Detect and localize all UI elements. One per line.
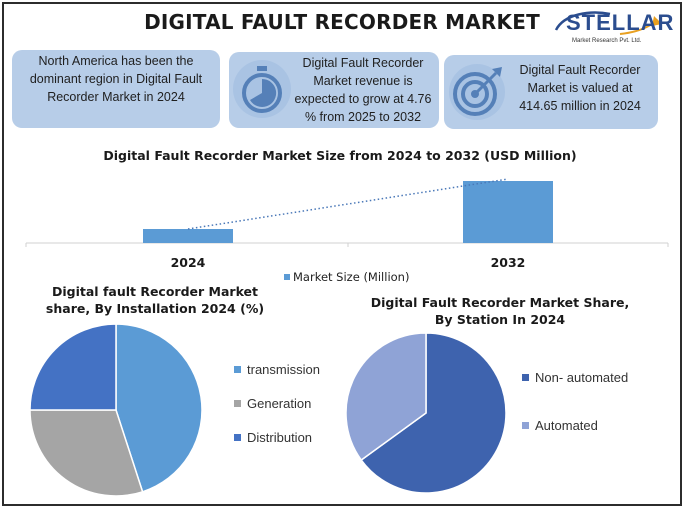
info-box-value-text: Digital Fault Recorder Market is valued …: [519, 63, 641, 113]
x-tick-label: 2024: [171, 255, 206, 270]
installation-pie-chart: [29, 323, 203, 497]
x-tick-label: 2032: [491, 255, 526, 270]
pie-slice-generation: [29, 409, 144, 497]
stellar-logo: STELLAR Market Research Pvt. Ltd.: [550, 8, 673, 48]
legend-swatch: [522, 374, 529, 381]
legend-label: Generation: [247, 396, 312, 411]
legend-item: Generation: [234, 396, 311, 411]
legend-swatch: [234, 366, 241, 373]
info-box-growth: Digital Fault Recorder Market revenue is…: [229, 52, 439, 128]
legend-label: Non- automated: [535, 370, 629, 385]
logo-brand: STELLAR: [566, 10, 675, 35]
legend-label: Automated: [535, 418, 598, 433]
info-box-growth-text: Digital Fault Recorder Market revenue is…: [294, 56, 432, 124]
pie-slice-non-automated: [360, 332, 507, 494]
legend-label-market-size: Market Size (Million): [293, 270, 409, 284]
pie-slice-automated: [345, 332, 427, 462]
legend-item: Non- automated: [522, 370, 628, 385]
logo-subtitle: Market Research Pvt. Ltd.: [572, 38, 642, 44]
info-box-region-text: North America has been the dominant regi…: [29, 54, 203, 104]
station-pie-title: Digital Fault Recorder Market Share, By …: [370, 295, 630, 327]
legend-label: Distribution: [247, 430, 313, 445]
installation-pie-title: Digital fault Recorder Market share, By …: [45, 284, 265, 316]
bar-2032: [463, 181, 553, 243]
bar-chart-title: Digital Fault Recorder Market Size from …: [103, 148, 577, 163]
bar-chart: 2024 2032 Market Size (Million): [25, 178, 669, 284]
legend-swatch: [522, 422, 529, 429]
pie-slice-transmission: [115, 323, 203, 493]
stopwatch-icon: [233, 60, 291, 118]
bar-2024: [143, 229, 233, 243]
legend-label: transmission: [247, 362, 320, 377]
info-box-value: Digital Fault Recorder Market is valued …: [444, 55, 658, 129]
legend-swatch: [234, 434, 241, 441]
pie-slice-distribution: [29, 323, 117, 411]
legend-item: Automated: [522, 418, 598, 433]
logo-swoosh-icon: [554, 11, 662, 35]
legend-swatch-market-size: [284, 274, 290, 280]
legend-item: Distribution: [234, 430, 312, 445]
legend-swatch: [234, 400, 241, 407]
legend-item: transmission: [234, 362, 320, 377]
station-pie-chart: [345, 332, 507, 494]
info-box-region: North America has been the dominant regi…: [12, 50, 220, 128]
page-title: DIGITAL FAULT RECORDER MARKET: [144, 10, 540, 34]
trendline: [187, 178, 509, 230]
target-icon: [449, 64, 505, 120]
